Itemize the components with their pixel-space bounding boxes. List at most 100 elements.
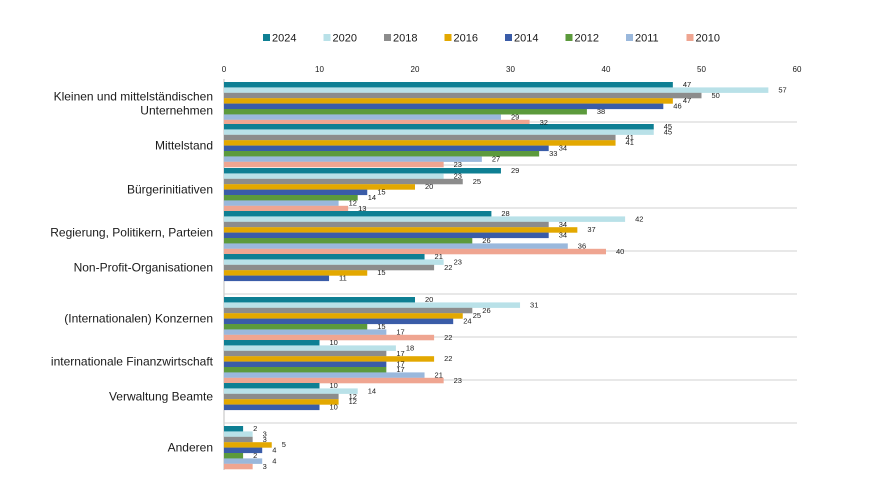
category-label: Kleinen und mittelständischen Unternehmen [54,90,213,118]
x-tick-label: 60 [793,65,802,74]
bar-2016 [224,140,616,146]
bar-2018 [224,350,387,357]
bar-2018 [224,307,473,314]
value-label-2010: 40 [616,247,624,256]
value-label-2010: 13 [358,204,366,213]
value-label-2016: 20 [425,182,433,191]
bar-2016 [224,356,435,362]
category-label-line: internationale Finanzwirtschaft [51,355,214,369]
value-label-2012: 2 [253,451,257,460]
bar-2011 [224,243,568,249]
value-label-2020: 18 [406,343,414,352]
bar-2010 [224,248,606,255]
legend-label-2014: 2014 [514,33,538,45]
bar-2011 [224,458,263,464]
value-label-2016: 41 [626,138,634,147]
bar-2011 [224,329,387,335]
value-label-2016: 47 [683,96,691,105]
value-label-2011: 36 [578,241,586,250]
category-label-line: Verwaltung Beamte [109,390,213,404]
bar-2024 [224,124,654,130]
bar-2011 [224,114,501,120]
category-label-line: Anderen [168,441,213,455]
category-label-line: Unternehmen [140,104,213,118]
value-label-2011: 4 [272,456,276,465]
category-label: internationale Finanzwirtschaft [51,355,214,369]
bar-2024 [224,82,673,88]
value-label-2018: 3 [263,435,267,444]
value-label-2018: 17 [396,349,404,358]
bar-2014 [224,189,368,196]
value-label-2018: 26 [482,306,490,315]
value-label-2024: 47 [683,80,691,89]
value-label-2014: 34 [559,144,567,153]
bar-2010 [224,463,253,470]
bar-2016 [224,184,415,190]
value-label-2020: 23 [454,257,462,266]
x-tick-label: 10 [315,65,324,74]
legend-swatch-2012 [565,34,573,41]
bar-2020 [224,87,769,93]
bar-2024 [224,340,320,346]
bar-2016 [224,270,368,276]
bar-2014 [224,103,664,110]
legend-swatch-2024 [263,34,270,41]
bar-2020 [224,431,253,437]
category-label-line: Non-Profit-Organisationen [74,261,213,275]
value-label-2018: 12 [349,392,357,401]
value-label-2011: 12 [349,198,357,207]
bar-2011 [224,156,482,162]
bar-2014 [224,232,549,239]
category-label-line: Mittelstand [155,139,213,153]
value-label-2018: 41 [626,133,634,142]
value-label-2024: 20 [425,295,433,304]
value-label-2011: 21 [435,370,443,379]
value-label-2011: 27 [492,154,500,163]
value-label-2016: 15 [377,268,385,277]
bar-2010 [224,119,530,126]
legend-swatch-2014 [505,34,512,41]
bar-2012 [224,238,473,244]
category-label: Non-Profit-Organisationen [74,261,213,275]
bar-2024 [224,211,492,217]
bar-2018 [224,92,702,99]
value-label-2010: 22 [444,333,452,342]
bar-2012 [224,109,587,115]
value-label-2024: 28 [501,209,509,218]
legend-swatch-2016 [444,34,452,41]
category-label: Bürgerinitiativen [127,183,213,197]
value-label-2018: 34 [559,220,567,229]
bar-2012 [224,453,244,459]
bar-2024 [224,383,320,389]
bar-2020 [224,345,396,351]
value-label-2014: 11 [339,274,347,283]
legend-label-2020: 2020 [333,33,357,45]
legend-label-2010: 2010 [696,33,720,45]
value-label-2020: 14 [368,386,376,395]
legend-label-2012: 2012 [575,33,599,45]
value-label-2020: 45 [664,127,672,136]
chart-legend: 2024 2020 2018 2016 2014 2012 2011 2010 [263,33,720,45]
value-label-2024: 21 [435,252,443,261]
category-label-line: Bürgerinitiativen [127,183,213,197]
legend-label-2018: 2018 [393,33,417,45]
bar-2020 [224,302,521,308]
bar-2011 [224,200,339,206]
bar-2012 [224,324,368,330]
value-label-2016: 37 [587,225,595,234]
value-label-2018: 25 [473,177,481,186]
value-label-2020: 3 [263,429,267,438]
value-label-2024: 45 [664,122,672,131]
value-label-2012: 17 [396,365,404,374]
value-label-2010: 32 [540,118,548,127]
x-tick-label: 0 [222,65,227,74]
value-label-2020: 31 [530,300,538,309]
chart-bars [224,82,769,470]
category-label-line: (Internationalen) Konzernen [64,312,213,326]
value-label-2012: 33 [549,149,557,158]
category-labels: Kleinen und mittelständischen Unternehmen… [50,90,213,455]
bar-2024 [224,426,244,432]
legend-label-2016: 2016 [454,33,478,45]
